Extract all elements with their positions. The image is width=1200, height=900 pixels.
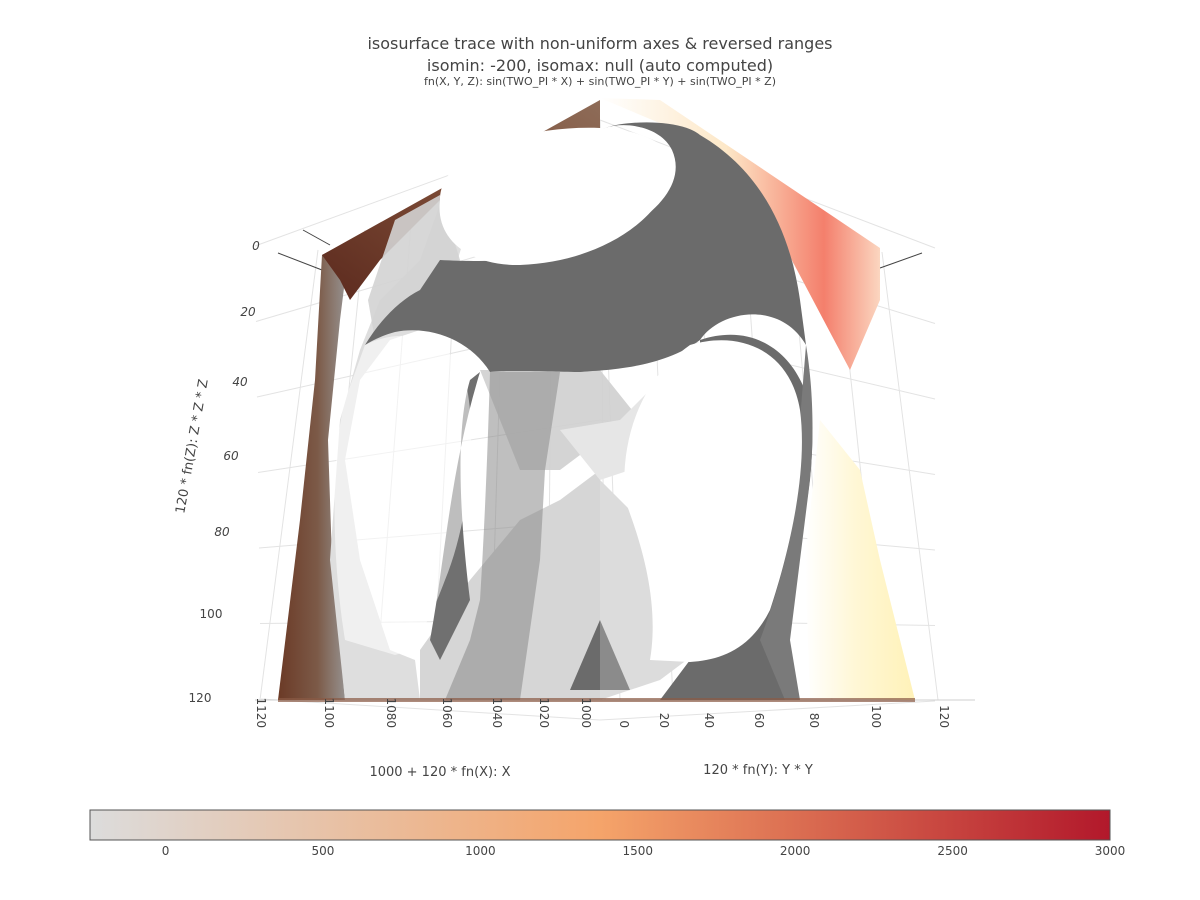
surface-face-right-upper [600, 98, 880, 370]
y-tick-label: 80 [807, 713, 821, 728]
axis-line [277, 252, 323, 271]
y-tick-label: 40 [702, 713, 716, 728]
z-tick-label: 80 [214, 525, 230, 539]
x-tick-label: 1060 [440, 697, 454, 728]
surface-floor-edge [278, 698, 915, 702]
colorbar-tick-label: 500 [312, 844, 335, 858]
surface-hole-top [439, 127, 674, 266]
colorbar-tick-label: 0 [162, 844, 170, 858]
grid-line [259, 249, 319, 701]
surface-hole-left [334, 335, 472, 655]
surface-facet [330, 145, 500, 700]
colorbar-tick-label: 1000 [465, 844, 496, 858]
surface-dark-right-edge [760, 345, 813, 700]
x-tick-label: 1120 [254, 697, 268, 728]
chart-title: isosurface trace with non-uniform axes &… [367, 34, 833, 53]
x-tick-label: 1100 [322, 697, 336, 728]
z-tick-label: 120 [189, 691, 212, 705]
surface-spike [570, 620, 600, 690]
surface-dark-body [365, 122, 806, 373]
colorbar-gradient [89, 809, 1111, 841]
grid-line [260, 698, 601, 721]
surface-face-left [278, 240, 350, 700]
z-tick-label: 0 [252, 239, 260, 253]
y-tick-label: 0 [617, 720, 631, 728]
axis-line [302, 229, 331, 246]
colorbar-tick-label: 2000 [780, 844, 811, 858]
colorbar-tick-label: 3000 [1095, 844, 1126, 858]
surface-facet [368, 195, 460, 340]
y-tick-label: 60 [752, 713, 766, 728]
z-tick-label: 20 [240, 305, 256, 319]
z-tick-label: 100 [200, 607, 223, 621]
surface-hole-right [624, 340, 802, 662]
grid-line [881, 251, 939, 701]
axis-line [879, 252, 923, 269]
chart-subtitle: isomin: -200, isomax: null (auto compute… [426, 56, 774, 75]
y-tick-label: 120 [937, 705, 951, 728]
colorbar: 0 500 1000 1500 2000 2500 3000 [89, 809, 1126, 858]
colorbar-tick-label: 2500 [937, 844, 968, 858]
surface-spike [600, 620, 630, 690]
grid-line [599, 700, 936, 721]
x-tick-label: 1040 [490, 697, 504, 728]
chart-caption: fn(X, Y, Z): sin(TWO_PI * X) + sin(TWO_P… [423, 75, 777, 88]
surface-facet [445, 372, 560, 700]
x-tick-label: 1000 [579, 697, 593, 728]
isosurface-body [278, 98, 915, 702]
x-tick-label: 1020 [537, 697, 551, 728]
surface-face-right-lower [805, 420, 915, 700]
y-tick-label: 100 [869, 705, 883, 728]
x-tick-label: 1080 [384, 697, 398, 728]
z-tick-label: 60 [223, 449, 239, 463]
z-tick-label: 40 [232, 375, 248, 389]
z-axis-title: 120 * fn(Z): Z * Z * Z [173, 378, 211, 515]
y-tick-label: 20 [657, 713, 671, 728]
y-axis-title: 120 * fn(Y): Y * Y [703, 763, 813, 778]
colorbar-tick-label: 1500 [623, 844, 654, 858]
x-axis-title: 1000 + 120 * fn(X): X [369, 765, 510, 780]
